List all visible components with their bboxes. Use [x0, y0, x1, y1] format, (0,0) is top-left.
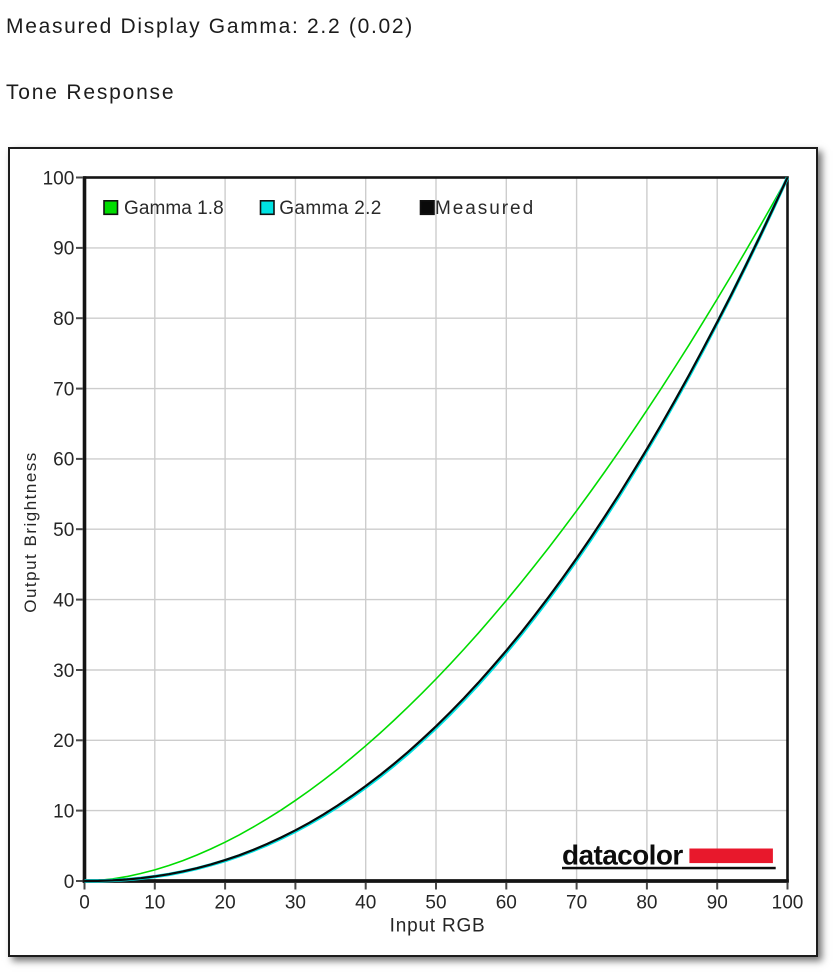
- svg-text:Input RGB: Input RGB: [390, 916, 486, 937]
- svg-text:80: 80: [53, 309, 74, 330]
- svg-text:60: 60: [53, 450, 74, 471]
- svg-text:Output Brightness: Output Brightness: [21, 451, 40, 613]
- svg-text:40: 40: [53, 590, 74, 611]
- svg-text:0: 0: [79, 892, 90, 913]
- svg-text:20: 20: [53, 731, 74, 752]
- svg-text:Gamma 2.2: Gamma 2.2: [279, 198, 381, 219]
- svg-text:60: 60: [496, 892, 517, 913]
- svg-text:50: 50: [53, 520, 74, 541]
- svg-text:50: 50: [425, 892, 446, 913]
- svg-text:10: 10: [144, 892, 165, 913]
- svg-text:30: 30: [285, 892, 306, 913]
- svg-text:20: 20: [215, 892, 236, 913]
- svg-text:100: 100: [772, 892, 804, 913]
- svg-text:Gamma 1.8: Gamma 1.8: [124, 198, 224, 219]
- svg-text:80: 80: [636, 892, 657, 913]
- svg-text:Measured: Measured: [435, 198, 535, 219]
- svg-text:100: 100: [43, 168, 75, 189]
- svg-text:70: 70: [566, 892, 587, 913]
- svg-text:90: 90: [707, 892, 728, 913]
- svg-text:30: 30: [53, 661, 74, 682]
- svg-text:90: 90: [53, 239, 74, 260]
- svg-text:40: 40: [355, 892, 376, 913]
- svg-text:10: 10: [53, 801, 74, 822]
- svg-text:datacolor: datacolor: [562, 840, 683, 871]
- svg-text:0: 0: [64, 872, 75, 893]
- svg-text:70: 70: [53, 379, 74, 400]
